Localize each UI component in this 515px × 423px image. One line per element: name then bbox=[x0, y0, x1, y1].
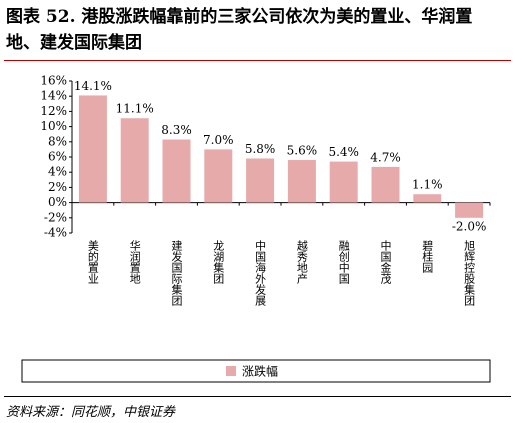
source-rule bbox=[4, 396, 511, 397]
bar bbox=[204, 149, 233, 203]
x-tick-label: 华润置地 bbox=[128, 239, 141, 284]
y-tick-label: -2% bbox=[44, 210, 67, 224]
y-tick-label: 14% bbox=[40, 89, 67, 103]
x-tick-label: 美的置业 bbox=[86, 240, 99, 284]
x-tick-label: 融创中国 bbox=[337, 240, 350, 285]
bar bbox=[287, 160, 316, 203]
chart-title: 图表 52. 港股涨跌幅靠前的三家公司依次为美的置业、华润置地、建发国际集团 bbox=[6, 7, 473, 53]
chart: -4% -2%0%2%4%6% 8%10%12%14%16% 14.1% 11.1% 8.… bbox=[21, 74, 491, 383]
value-label: 1.1% bbox=[412, 178, 443, 192]
y-tick-label: 8% bbox=[48, 134, 67, 148]
x-tick-label: 建发国际集团 bbox=[170, 239, 183, 307]
value-label: -2.0% bbox=[452, 219, 487, 233]
bar bbox=[78, 95, 107, 203]
y-tick-label: 16% bbox=[40, 74, 67, 88]
x-tick-label: 碧桂园 bbox=[421, 240, 434, 274]
value-label: 5.6% bbox=[287, 144, 318, 158]
y-tick-label: 2% bbox=[48, 180, 67, 194]
legend-label: 涨跌幅 bbox=[242, 364, 278, 379]
value-label: 14.1% bbox=[74, 79, 112, 93]
bar bbox=[120, 118, 149, 203]
y-tick-label: 12% bbox=[40, 104, 67, 118]
bar bbox=[371, 166, 400, 203]
legend-swatch bbox=[226, 366, 236, 376]
bar bbox=[246, 158, 275, 203]
x-tick-label: 旭辉控股集团 bbox=[463, 239, 476, 307]
x-tick-label: 中国海外发展 bbox=[254, 240, 267, 307]
value-label: 11.1% bbox=[116, 102, 154, 116]
y-tick-label: -4% bbox=[44, 226, 67, 240]
value-label: 5.4% bbox=[328, 145, 359, 159]
bar bbox=[455, 202, 484, 218]
y-tick-label: 6% bbox=[48, 150, 67, 164]
y-tick-label: 0% bbox=[48, 195, 67, 209]
bar bbox=[329, 161, 358, 203]
legend-box bbox=[21, 359, 491, 383]
value-label: 4.7% bbox=[370, 150, 401, 164]
title-rule bbox=[4, 60, 511, 61]
value-label: 8.3% bbox=[161, 123, 192, 137]
x-tick-label: 龙湖集团 bbox=[212, 240, 225, 285]
value-label: 7.0% bbox=[203, 133, 234, 147]
bar bbox=[413, 194, 442, 203]
x-tick-label: 中国金茂 bbox=[379, 240, 392, 285]
value-label: 5.8% bbox=[245, 142, 276, 156]
source: 资料来源：同花顺，中银证券 bbox=[6, 405, 176, 420]
y-tick-label: 4% bbox=[48, 165, 67, 179]
y-tick-label: 10% bbox=[40, 119, 67, 133]
bar bbox=[162, 139, 191, 203]
x-tick-label: 越秀地产 bbox=[295, 239, 308, 285]
